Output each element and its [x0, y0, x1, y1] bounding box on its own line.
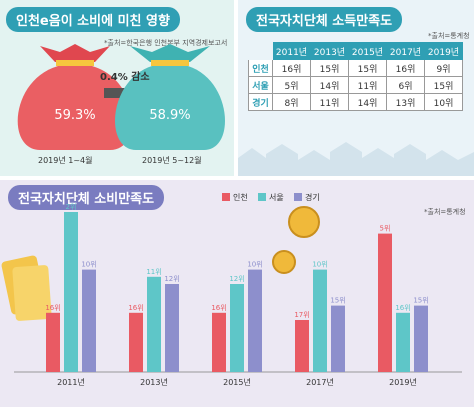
data-label: 10위: [312, 261, 327, 269]
bar-인천-2011년: [46, 312, 60, 372]
data-label: 5위: [380, 225, 391, 233]
table-cell: 14위: [348, 93, 387, 111]
data-label: 2위: [66, 203, 77, 211]
bar-서울-2013년: [147, 276, 161, 372]
legend-swatch: [222, 193, 230, 201]
bar-경기-2017년: [331, 305, 345, 372]
left-bag-period: 2019년 1~4월: [38, 156, 93, 165]
bar-인천-2013년: [129, 312, 143, 372]
left-bag-value: 59.3%: [54, 108, 96, 123]
table-cell: 15위: [348, 59, 387, 77]
bar-서울-2011년: [64, 212, 78, 372]
col-header: 2019년: [424, 42, 463, 60]
bar-인천-2017년: [295, 320, 309, 372]
table-cell: 15위: [310, 59, 349, 77]
bar-서울-2019년: [396, 312, 410, 372]
x-tick-label: 2017년: [306, 377, 334, 387]
panel3-title: 전국자치단체 소비만족도: [8, 185, 165, 210]
data-label: 16위: [211, 304, 226, 312]
coin-illustration: [272, 206, 320, 274]
data-label: 15위: [330, 297, 345, 305]
consumption-effect-panel: 인천e음이 소비에 미친 영향 *출처=한국은행 인천본부 지역경제보고서 59…: [0, 0, 234, 176]
data-label: 16위: [128, 304, 143, 312]
table-row: 경기 8위 11위 14위 13위 10위: [248, 93, 463, 111]
x-tick-label: 2013년: [140, 377, 168, 387]
table-cell: 9위: [424, 59, 463, 77]
table-cell: 13위: [386, 93, 425, 111]
table-cell: 11위: [348, 76, 387, 94]
bar-서울-2017년: [313, 269, 327, 372]
table-row: 인천 16위 15위 15위 16위 9위: [248, 59, 463, 77]
legend-swatch: [258, 193, 266, 201]
panel1-source: *출처=한국은행 인천본부 지역경제보고서: [104, 39, 228, 47]
row-header: 경기: [248, 93, 273, 111]
row-header: 인천: [248, 59, 273, 77]
houses-graphic: [238, 142, 474, 176]
table-cell: 8위: [272, 93, 311, 111]
legend-label: 인천: [233, 193, 248, 202]
consumption-satisfaction-panel: 전국자치단체 소비만족도 *출처=통계청 인천 서울 경기 16위 2위 10위 20…: [0, 180, 474, 407]
col-header: 2011년: [272, 42, 311, 60]
legend-item-gyeonggi: 경기: [294, 192, 320, 203]
x-tick-label: 2015년: [223, 377, 251, 387]
bar-인천-2015년: [212, 312, 226, 372]
col-header: 2017년: [386, 42, 425, 60]
panel3-source: *출처=통계청: [424, 208, 466, 216]
table-cell: 14위: [310, 76, 349, 94]
table-cell: 6위: [386, 76, 425, 94]
panel2-source: *출처=통계청: [428, 32, 470, 40]
data-label: 12위: [229, 275, 244, 283]
legend-label: 서울: [269, 193, 284, 202]
table-cell: 11위: [310, 93, 349, 111]
data-label: 16위: [395, 304, 410, 312]
legend-label: 경기: [305, 193, 320, 202]
table-corner: [248, 42, 273, 60]
data-label: 10위: [81, 261, 96, 269]
x-tick-label: 2019년: [389, 377, 417, 387]
row-header: 서울: [248, 76, 273, 94]
change-label: 0.4% 감소: [100, 72, 150, 83]
bar-경기-2013년: [165, 284, 179, 372]
table-cell: 15위: [424, 76, 463, 94]
bar-경기-2015년: [248, 269, 262, 372]
legend-item-seoul: 서울: [258, 192, 284, 203]
left-money-bag: [17, 44, 133, 150]
bar-경기-2011년: [82, 269, 96, 372]
money-bags-graphic: [17, 44, 225, 150]
bar-경기-2019년: [414, 305, 428, 372]
bar-인천-2019년: [378, 233, 392, 372]
legend-swatch: [294, 193, 302, 201]
col-header: 2015년: [348, 42, 387, 60]
right-bag-period: 2019년 5~12월: [142, 156, 202, 165]
data-label: 16위: [45, 304, 60, 312]
data-label: 15위: [413, 297, 428, 305]
panel1-title: 인천e음이 소비에 미친 영향: [6, 7, 180, 32]
card-illustration: [1, 255, 52, 321]
table-cell: 5위: [272, 76, 311, 94]
data-label: 10위: [247, 261, 262, 269]
x-tick-label: 2011년: [57, 377, 85, 387]
bar-서울-2015년: [230, 284, 244, 372]
income-satisfaction-table: 2011년 2013년 2015년 2017년 2019년 인천 16위 15위…: [248, 42, 463, 111]
right-bag-value: 58.9%: [149, 108, 191, 123]
table-cell: 16위: [272, 59, 311, 77]
panel2-title: 전국자치단체 소득만족도: [246, 7, 403, 32]
col-header: 2013년: [310, 42, 349, 60]
bars-group: 16위2위10위2011년16위11위12위2013년16위12위10위2015…: [45, 203, 428, 387]
bar-chart: 16위2위10위2011년16위11위12위2013년16위12위10위2015…: [1, 203, 462, 387]
table-cell: 10위: [424, 93, 463, 111]
table-cell: 16위: [386, 59, 425, 77]
right-money-bag: [115, 44, 225, 150]
table-row: 서울 5위 14위 11위 6위 15위: [248, 76, 463, 94]
data-label: 11위: [146, 268, 161, 276]
data-label: 17위: [294, 311, 309, 319]
legend-item-incheon: 인천: [222, 192, 248, 203]
data-label: 12위: [164, 275, 179, 283]
